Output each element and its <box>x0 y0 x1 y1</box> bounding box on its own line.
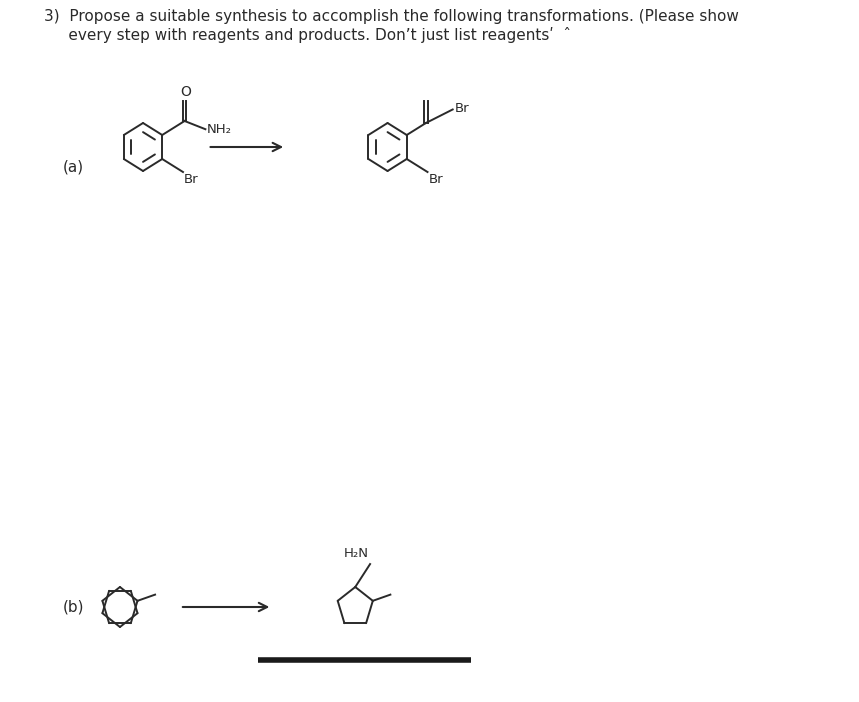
Text: Br: Br <box>429 173 443 186</box>
Text: Br: Br <box>454 102 469 115</box>
Text: NH₂: NH₂ <box>206 123 231 135</box>
Text: 3)  Propose a suitable synthesis to accomplish the following transformations. (P: 3) Propose a suitable synthesis to accom… <box>45 9 739 24</box>
Text: O: O <box>180 85 191 99</box>
Text: every step with reagents and products. Don’t just list reagentsʹ  ˆ: every step with reagents and products. D… <box>45 27 571 43</box>
Text: (a): (a) <box>63 159 84 175</box>
Text: (b): (b) <box>63 600 84 614</box>
Text: H₂N: H₂N <box>344 547 369 560</box>
Text: Br: Br <box>184 173 198 186</box>
